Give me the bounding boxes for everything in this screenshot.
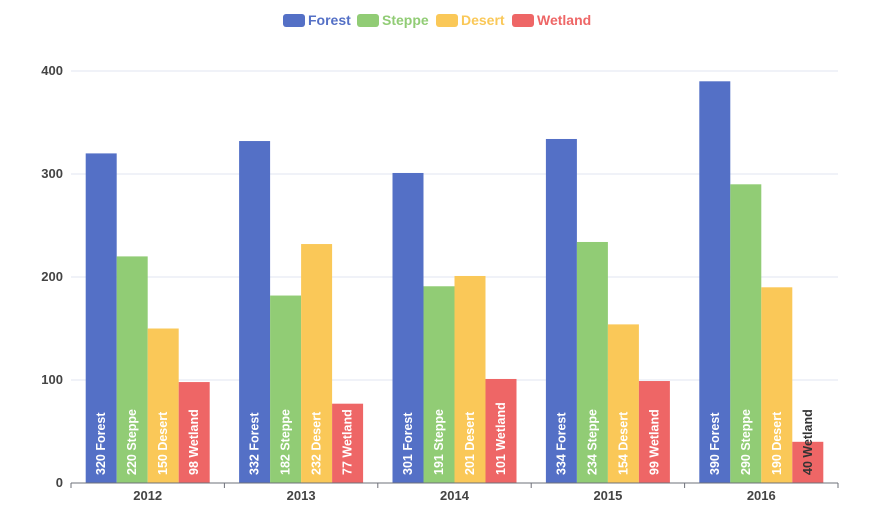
y-axis: 0 100 200 300 400 (41, 63, 63, 490)
legend-item-wetland[interactable]: Wetland (512, 12, 591, 28)
x-tick-label: 2013 (287, 488, 316, 503)
bar-wetland-2015[interactable] (638, 381, 670, 483)
bar-steppe-2014[interactable] (423, 286, 455, 483)
bar-data-label: 182 Steppe (279, 409, 293, 475)
bar-wetland-2016[interactable] (792, 441, 824, 483)
bar-data-label: 220 Steppe (125, 409, 139, 475)
legend-item-desert[interactable]: Desert (436, 12, 505, 28)
bar-forest-2014[interactable] (392, 172, 424, 483)
bar-forest-2015[interactable] (545, 138, 577, 484)
bar-data-label: 150 Desert (156, 411, 170, 475)
legend-label: Wetland (537, 12, 591, 28)
x-tick-label: 2012 (133, 488, 162, 503)
legend: Forest Steppe Desert Wetland (283, 12, 591, 28)
bar-data-label: 390 Forest (708, 412, 722, 475)
bar-steppe-2015[interactable] (576, 241, 608, 483)
bar-wetland-2014[interactable] (485, 378, 517, 483)
bar-desert-2012[interactable] (147, 328, 179, 484)
x-tick-label: 2014 (440, 488, 470, 503)
bar-forest-2013[interactable] (239, 141, 271, 484)
x-axis: 2012 2013 2014 2015 2016 (70, 482, 839, 503)
bar-data-label: 154 Desert (616, 411, 630, 475)
bar-wetland-2012[interactable] (178, 382, 210, 483)
legend-item-steppe[interactable]: Steppe (357, 12, 429, 28)
x-tick-label: 2016 (747, 488, 776, 503)
bar-forest-2016[interactable] (699, 81, 731, 484)
bar-forest-2012[interactable] (85, 153, 117, 483)
bar-data-label: 99 Wetland (647, 409, 661, 475)
bar-data-label: 191 Steppe (432, 409, 446, 475)
bar-data-label: 77 Wetland (341, 409, 355, 475)
bar-data-label: 334 Forest (554, 412, 568, 475)
bar-steppe-2013[interactable] (270, 295, 302, 483)
legend-swatch (357, 14, 379, 27)
bar-data-label: 101 Wetland (494, 402, 508, 475)
bar-data-label: 320 Forest (94, 412, 108, 475)
bar-wetland-2013[interactable] (332, 403, 364, 483)
legend-swatch (436, 14, 458, 27)
y-tick-label: 400 (41, 63, 63, 78)
bar-data-label: 201 Desert (463, 411, 477, 475)
legend-label: Desert (461, 12, 505, 28)
bar-data-label: 190 Desert (770, 411, 784, 475)
legend-swatch (512, 14, 534, 27)
legend-label: Steppe (382, 12, 429, 28)
legend-swatch (283, 14, 305, 27)
y-tick-label: 300 (41, 166, 63, 181)
y-tick-label: 100 (41, 372, 63, 387)
bar-data-label: 232 Desert (310, 411, 324, 475)
bar-steppe-2012[interactable] (116, 256, 148, 483)
bar-data-label: 40 Wetland (801, 409, 815, 475)
legend-label: Forest (308, 12, 351, 28)
y-tick-label: 0 (56, 475, 63, 490)
x-tick-label: 2015 (593, 488, 622, 503)
bar-desert-2013[interactable] (301, 244, 333, 483)
y-tick-label: 200 (41, 269, 63, 284)
bar-data-label: 301 Forest (401, 412, 415, 475)
bar-steppe-2016[interactable] (730, 184, 762, 484)
bar-desert-2016[interactable] (761, 287, 793, 483)
bar-data-label: 332 Forest (248, 412, 262, 475)
bar-desert-2014[interactable] (454, 275, 486, 483)
bars: 320 Forest 220 Steppe 150 Desert 98 Wetland… (85, 81, 824, 484)
bar-data-label: 234 Steppe (585, 409, 599, 475)
bar-data-label: 98 Wetland (187, 409, 201, 475)
bar-data-label: 290 Steppe (739, 409, 753, 475)
legend-item-forest[interactable]: Forest (283, 12, 351, 28)
bar-desert-2015[interactable] (607, 324, 639, 483)
